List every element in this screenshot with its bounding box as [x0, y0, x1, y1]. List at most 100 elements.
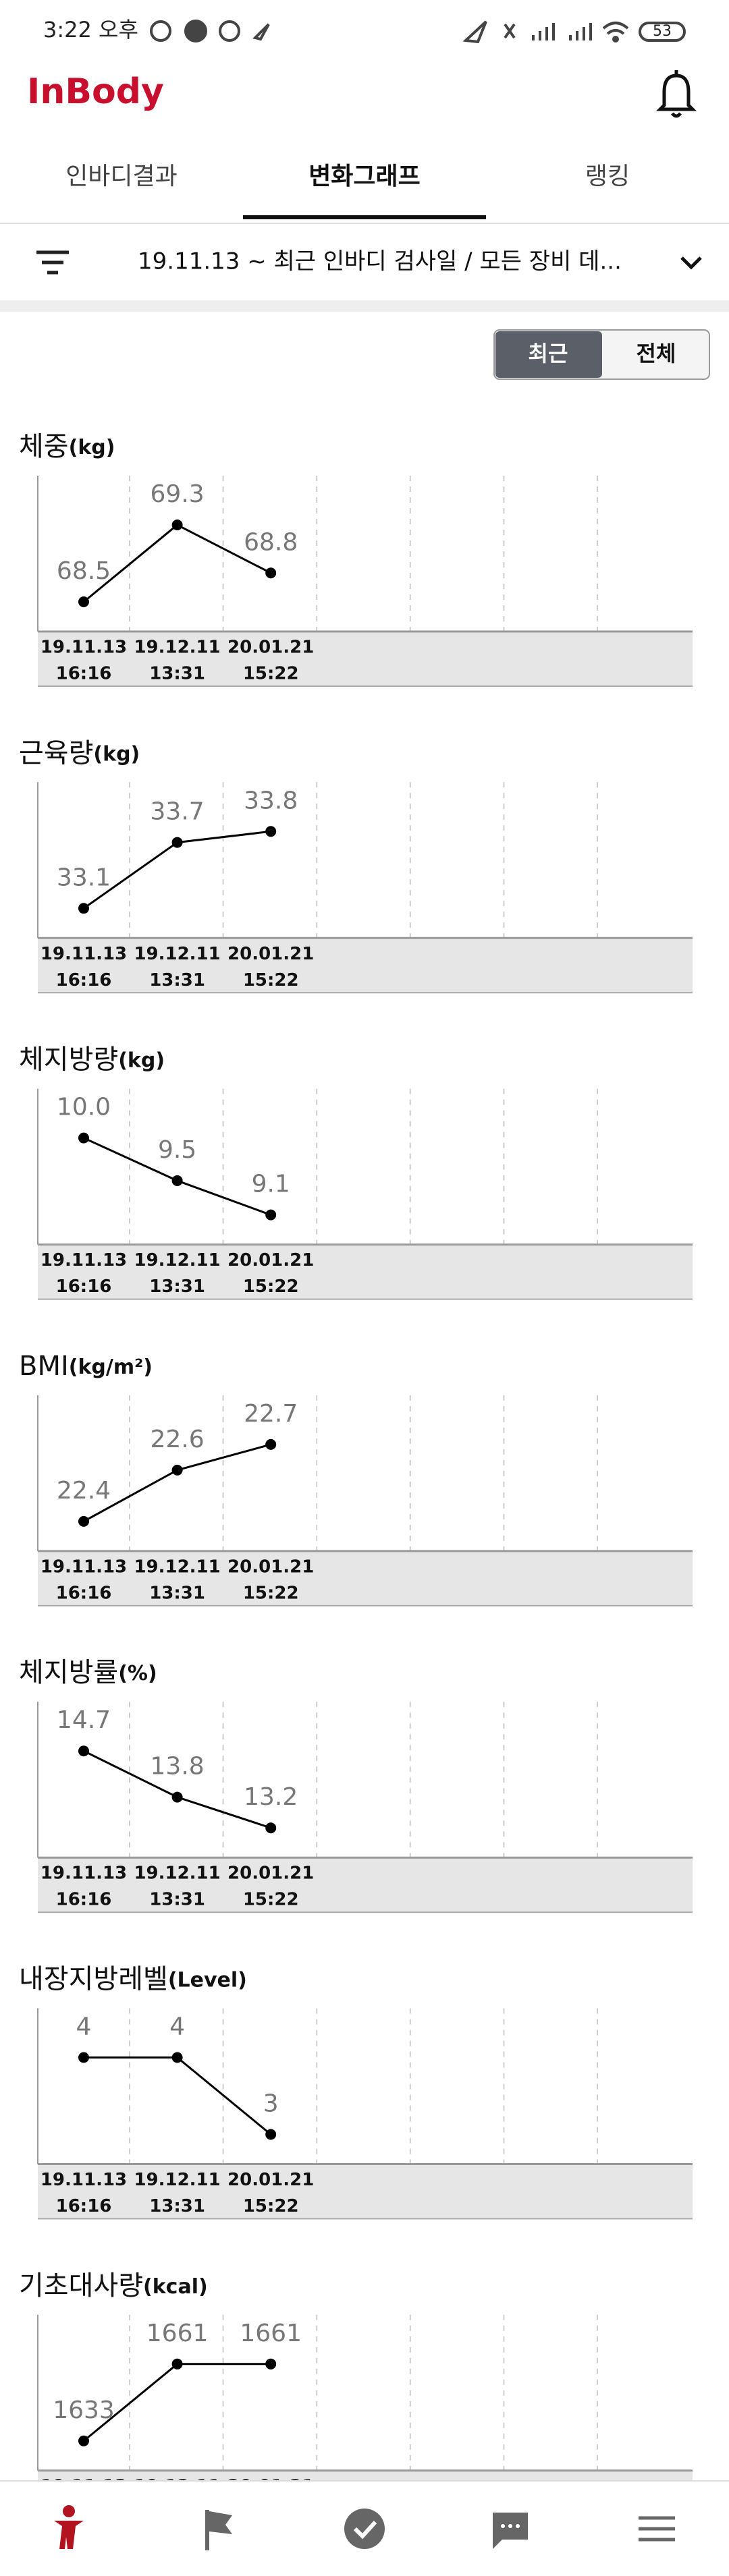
data-point: [265, 1822, 277, 1834]
notification-bell[interactable]: [655, 70, 697, 118]
date-label: 19.12.11: [134, 944, 220, 964]
chart-title: 체중: [19, 431, 69, 462]
data-point: [171, 1175, 183, 1186]
data-point: [265, 567, 277, 579]
time-label: 13:31: [149, 1890, 205, 1910]
nav-body[interactable]: [54, 2505, 84, 2549]
chart: 체지방률(%) 14.7 19.11.13 16:16 13.8 19.12.11 13:3…: [19, 1657, 693, 1913]
tab-label[interactable]: 변화그래프: [308, 163, 421, 190]
date-label: 19.11.13: [40, 2170, 127, 2190]
chart: 내장지방레벨(Level) 4 19.11.13 16:16 4 19.12.11 13:3…: [19, 1964, 693, 2220]
date-label: 19.11.13: [40, 944, 127, 964]
time-label: 13:31: [149, 664, 205, 684]
nav-goal[interactable]: [205, 2510, 232, 2550]
data-point: [78, 596, 89, 607]
tab-label[interactable]: 랭킹: [585, 163, 630, 190]
date-label: 20.01.21: [227, 1864, 314, 1884]
chart-title: 기초대사량: [19, 2270, 143, 2301]
chart-heading: 기초대사량(kcal): [19, 2270, 208, 2301]
date-band: [38, 1857, 693, 1913]
chart-heading: 체중(kg): [19, 431, 115, 462]
date-label: 19.11.13: [40, 638, 127, 658]
toggle-active: [495, 331, 602, 378]
chart-unit: (kg): [118, 1048, 165, 1072]
date-band: [38, 938, 693, 993]
time-label: 16:16: [56, 2196, 112, 2216]
chart-unit: (%): [118, 1662, 157, 1685]
chart: 체지방량(kg) 10.0 19.11.13 16:16 9.5 19.12.11 13:3…: [19, 1044, 693, 1300]
date-label: 20.01.21: [227, 1557, 314, 1577]
time-label: 13:31: [149, 1277, 205, 1297]
chart-title: 체지방률: [19, 1657, 118, 1688]
data-point: [171, 1464, 183, 1476]
time-label: 16:16: [56, 1890, 112, 1910]
value-label: 33.7: [151, 798, 205, 826]
toggle-button[interactable]: 전체: [637, 341, 676, 366]
time-label: 16:16: [56, 1583, 112, 1603]
nav-menu[interactable]: [639, 2516, 675, 2542]
data-point: [265, 1438, 277, 1450]
chart-heading: BMI(kg/m²): [19, 1351, 153, 1382]
time-label: 15:22: [243, 1277, 299, 1297]
chart-heading: 체지방률(%): [19, 1657, 157, 1688]
time-label: 16:16: [56, 664, 112, 684]
chart-unit: (kcal): [143, 2274, 208, 2298]
date-label: 20.01.21: [227, 944, 314, 964]
app-logo: InBody: [27, 72, 164, 112]
data-point: [78, 1745, 89, 1757]
value-label: 3: [263, 2090, 279, 2118]
date-label: 19.12.11: [134, 1557, 220, 1577]
chart: 체중(kg) 68.5 19.11.13 16:16 69.3 19.12.11 13:31…: [19, 431, 693, 687]
filter-icon[interactable]: [36, 250, 69, 275]
time-label: 15:22: [243, 664, 299, 684]
value-label: 1661: [146, 2320, 209, 2347]
chart-unit: (kg): [93, 742, 140, 766]
time-label: 16:16: [56, 1277, 112, 1297]
range-toggle: 최근 전체: [493, 329, 710, 380]
date-label: 20.01.21: [227, 1250, 314, 1270]
tab-label[interactable]: 인바디결과: [65, 163, 178, 190]
data-point: [171, 837, 183, 848]
time-label: 15:22: [243, 2196, 299, 2216]
chart-title: 체지방량: [19, 1044, 118, 1075]
value-label: 33.8: [244, 787, 298, 814]
chart-unit: (Level): [168, 1968, 247, 1992]
value-label: 1633: [53, 2397, 115, 2424]
chart-heading: 내장지방레벨(Level): [19, 1964, 247, 1995]
data-point: [171, 520, 183, 530]
date-label: 19.12.11: [134, 2170, 220, 2190]
status-time: 3:22 오후: [43, 17, 138, 43]
chart-title: 내장지방레벨: [19, 1964, 168, 1995]
date-label: 20.01.21: [227, 2170, 314, 2190]
data-point: [171, 1791, 183, 1803]
value-label: 10.0: [57, 1094, 111, 1121]
date-band: [38, 2164, 693, 2219]
value-label: 9.5: [158, 1136, 196, 1164]
chart: BMI(kg/m²) 22.4 19.11.13 16:16 22.6 19.12.11 1…: [19, 1351, 693, 1606]
time-label: 13:31: [149, 970, 205, 990]
toggle-button[interactable]: 최근: [529, 341, 568, 366]
value-label: 69.3: [151, 480, 205, 508]
date-label: 19.12.11: [134, 638, 220, 658]
value-label: 9.1: [252, 1171, 290, 1198]
chart-heading: 근육량(kg): [19, 737, 140, 768]
data-point: [78, 1515, 89, 1527]
filter-text[interactable]: 19.11.13 ~ 최근 인바디 검사일 / 모든 장비 데...: [138, 248, 622, 275]
data-point: [265, 1209, 277, 1221]
data-point: [265, 2358, 277, 2370]
tab-indicator: [243, 215, 486, 219]
value-label: 22.6: [151, 1426, 205, 1453]
nav-chat[interactable]: [493, 2513, 528, 2549]
value-label: 22.4: [57, 1477, 111, 1505]
chart-unit: (kg/m²): [69, 1355, 153, 1378]
nav-check[interactable]: [344, 2509, 385, 2549]
data-point: [78, 903, 89, 914]
date-label: 19.12.11: [134, 1864, 220, 1884]
chart: 근육량(kg) 33.1 19.11.13 16:16 33.7 19.12.11 13:3…: [19, 737, 693, 994]
data-point: [78, 2052, 89, 2063]
filter-chevron[interactable]: [680, 256, 702, 270]
chart-title: 근육량: [19, 737, 93, 768]
data-point: [265, 826, 277, 837]
value-label: 68.5: [57, 557, 111, 585]
